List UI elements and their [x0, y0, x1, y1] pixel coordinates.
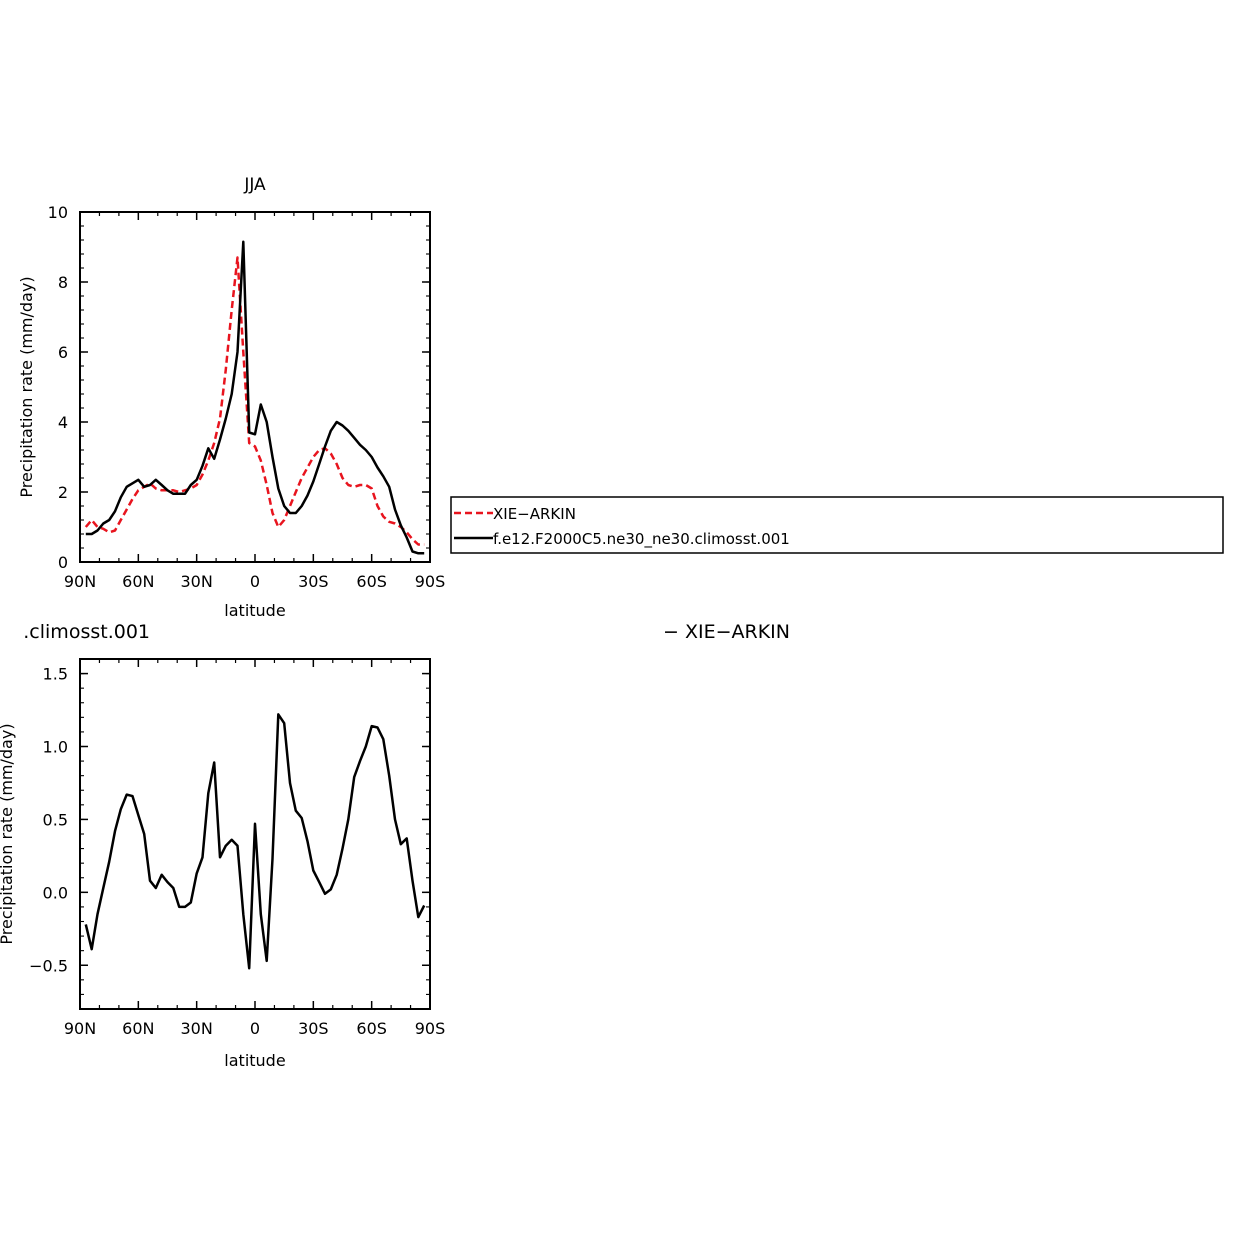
x-tick-label: 90N: [64, 1019, 96, 1038]
bottom-chart-subtitle: − XIE−ARKIN: [663, 621, 790, 643]
y-tick-label: 6: [58, 343, 68, 362]
x-tick-label: 30S: [298, 1019, 329, 1038]
x-tick-label: 60S: [356, 572, 387, 591]
bottom-series-group: [84, 713, 426, 970]
bottom-panel: .climosst.001 − XIE−ARKIN 90N 60N 30N 0 30S 6…: [0, 621, 790, 1070]
legend: XIE−ARKIN f.e12.F2000C5.ne30_ne30.climos…: [450, 496, 1224, 554]
x-tick-label: 60N: [122, 1019, 154, 1038]
y-tick-label: 1.0: [43, 738, 68, 757]
bottom-x-axis-label: latitude: [224, 1051, 285, 1070]
series-line-0-1: [85, 240, 425, 555]
bottom-y-axis-label: Precipitation rate (mm/day): [0, 723, 16, 944]
y-tick-label: 10: [48, 203, 68, 222]
x-tick-label: 30N: [181, 1019, 213, 1038]
legend-box: [450, 496, 1224, 554]
x-tick-label: 0: [250, 572, 260, 591]
y-tick-label: 0.0: [43, 883, 68, 902]
y-tick-label: 0: [58, 553, 68, 572]
y-tick-label: 0.5: [43, 810, 68, 829]
top-y-axis-label: Precipitation rate (mm/day): [17, 276, 36, 497]
top-x-axis-label: latitude: [224, 601, 285, 620]
x-tick-label: 30N: [181, 572, 213, 591]
x-tick-label: 0: [250, 1019, 260, 1038]
y-tick-label: 4: [58, 413, 68, 432]
x-tick-label: 30S: [298, 572, 329, 591]
top-series-group: [84, 240, 425, 555]
y-tick-label: 8: [58, 273, 68, 292]
legend-label-model: f.e12.F2000C5.ne30_ne30.climosst.001: [493, 530, 790, 549]
top-plot-frame: [79, 211, 431, 563]
x-tick-label: 90S: [415, 1019, 446, 1038]
top-axis-ticks: 90N 60N 30N 0 30S 60S 90S 0 2 4 6 8 10: [48, 203, 446, 591]
x-tick-label: 60N: [122, 572, 154, 591]
y-tick-label: 2: [58, 483, 68, 502]
y-tick-label: −0.5: [29, 956, 68, 975]
legend-label-xie-arkin: XIE−ARKIN: [493, 505, 576, 523]
bottom-chart-title: .climosst.001: [23, 621, 150, 643]
bottom-axis-ticks: 90N 60N 30N 0 30S 60S 90S −0.5 0.0 0.5 1.0 1.5: [29, 658, 446, 1038]
x-tick-label: 60S: [356, 1019, 387, 1038]
y-tick-label: 1.5: [43, 665, 68, 684]
series-line-1-0: [84, 713, 426, 970]
series-line-0-0: [84, 256, 425, 546]
x-tick-label: 90S: [415, 572, 446, 591]
top-chart-title: JJA: [243, 175, 266, 195]
x-tick-label: 90N: [64, 572, 96, 591]
